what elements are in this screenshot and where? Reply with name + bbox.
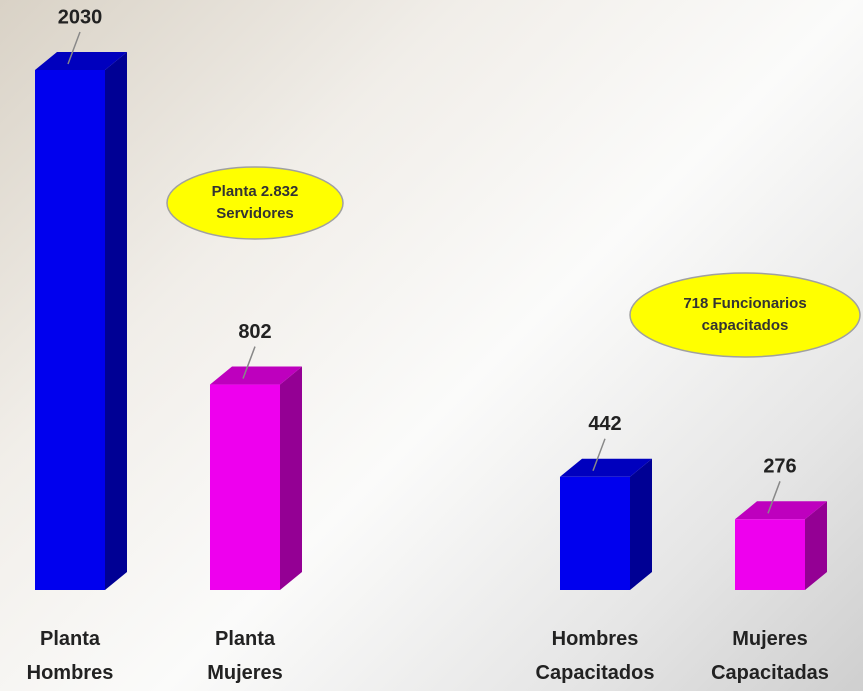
x-tick-label: Planta Mujeres [175,622,315,690]
bar-side [630,459,652,590]
value-label: 2030 [58,6,103,28]
annotation-text: capacitados [702,317,789,334]
annotation-text: 718 Funcionarios [683,295,806,312]
x-tick-label: Planta Hombres [0,622,140,690]
value-label: 802 [238,321,271,343]
bar-side [105,52,127,590]
value-label: 442 [588,413,621,435]
x-tick-label: Hombres Capacitados [525,622,665,690]
chart: 2030 802 442 276 Planta 2.832 Servidores 718 F… [0,0,863,691]
bar [35,70,105,590]
annotation-text: Planta 2.832 [212,183,299,200]
bar-side [280,367,302,590]
annotation-bubble [630,273,860,357]
bar [210,385,280,590]
x-tick-label: Mujeres Capacitadas [700,622,840,690]
bar [560,477,630,590]
bar [735,519,805,590]
plot: 2030 802 442 276 Planta 2.832 Servidores 718 F… [0,0,863,691]
annotation-text: Servidores [216,205,294,222]
annotation-bubble [167,167,343,239]
value-label: 276 [763,456,796,478]
